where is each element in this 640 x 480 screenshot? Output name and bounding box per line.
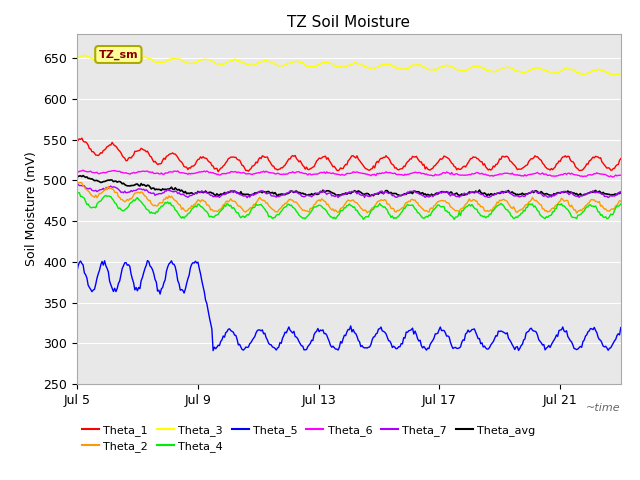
Theta_7 [74, 181, 82, 187]
Theta_5 [495, 328, 502, 334]
Theta_3 [493, 68, 501, 74]
Theta_1 [116, 148, 124, 154]
Theta_1 [617, 156, 625, 161]
Theta_4 [388, 213, 396, 219]
Theta_2 [452, 208, 460, 214]
Theta_2 [77, 180, 84, 185]
Theta_5 [209, 348, 217, 353]
Theta_avg [453, 190, 461, 196]
Theta_7 [574, 193, 582, 199]
Theta_7 [116, 188, 124, 193]
Theta_2 [504, 201, 512, 207]
Theta_2 [574, 208, 582, 214]
Theta_avg [495, 190, 502, 196]
Theta_5 [391, 345, 399, 350]
Theta_6 [617, 172, 625, 178]
Theta_1 [453, 167, 461, 173]
Theta_7 [73, 183, 81, 189]
Theta_7 [453, 194, 461, 200]
Theta_2 [573, 210, 580, 216]
Theta_7 [617, 189, 625, 195]
Legend: Theta_1, Theta_2, Theta_3, Theta_4, Theta_5, Theta_6, Theta_7, Theta_avg: Theta_1, Theta_2, Theta_3, Theta_4, Thet… [83, 425, 535, 452]
Text: TZ_sm: TZ_sm [99, 49, 138, 60]
Theta_6 [390, 171, 397, 177]
Theta_3 [573, 70, 580, 76]
Theta_3 [452, 66, 460, 72]
Theta_1 [506, 158, 513, 164]
Theta_6 [73, 169, 81, 175]
Line: Theta_7: Theta_7 [77, 184, 621, 198]
Theta_4 [451, 216, 458, 222]
Theta_avg [73, 173, 81, 179]
Theta_1 [78, 135, 86, 141]
Theta_7 [391, 194, 399, 200]
Theta_3 [73, 55, 81, 61]
Theta_4 [493, 203, 501, 209]
Theta_6 [493, 172, 501, 178]
Theta_4 [617, 201, 625, 207]
Theta_2 [116, 194, 124, 200]
Line: Theta_5: Theta_5 [77, 261, 621, 350]
Theta_1 [391, 165, 399, 171]
Text: ~time: ~time [586, 403, 621, 413]
Theta_avg [617, 190, 625, 195]
Theta_6 [452, 171, 460, 177]
Theta_2 [390, 206, 397, 212]
Theta_avg [390, 191, 397, 196]
Theta_5 [73, 270, 81, 276]
Theta_5 [453, 346, 461, 351]
Theta_5 [143, 258, 151, 264]
Theta_3 [611, 72, 618, 78]
Theta_6 [609, 174, 617, 180]
Theta_5 [115, 280, 122, 286]
Theta_avg [116, 179, 124, 184]
Line: Theta_avg: Theta_avg [77, 176, 621, 196]
Theta_avg [506, 190, 513, 196]
Theta_2 [493, 199, 501, 205]
Theta_5 [617, 324, 625, 330]
Theta_1 [214, 169, 222, 175]
Theta_1 [574, 166, 582, 172]
Line: Theta_4: Theta_4 [77, 192, 621, 219]
Theta_2 [617, 198, 625, 204]
Theta_3 [504, 64, 512, 70]
Theta_6 [573, 172, 580, 178]
Line: Theta_6: Theta_6 [77, 170, 621, 177]
Theta_4 [504, 208, 512, 214]
Theta_3 [390, 63, 397, 69]
Theta_6 [79, 168, 87, 173]
Theta_7 [506, 190, 513, 195]
Title: TZ Soil Moisture: TZ Soil Moisture [287, 15, 410, 30]
Line: Theta_1: Theta_1 [77, 138, 621, 172]
Theta_3 [617, 71, 625, 76]
Theta_4 [452, 214, 460, 220]
Theta_1 [495, 159, 502, 165]
Theta_3 [116, 55, 124, 60]
Theta_4 [115, 206, 122, 212]
Theta_5 [574, 346, 582, 352]
Theta_7 [495, 190, 502, 196]
Y-axis label: Soil Moisture (mV): Soil Moisture (mV) [24, 151, 38, 266]
Theta_avg [79, 173, 87, 179]
Line: Theta_2: Theta_2 [77, 182, 621, 213]
Theta_2 [73, 181, 81, 187]
Theta_1 [73, 140, 81, 145]
Theta_avg [574, 192, 582, 198]
Theta_4 [573, 216, 580, 221]
Line: Theta_3: Theta_3 [77, 55, 621, 75]
Theta_4 [73, 190, 81, 195]
Theta_6 [504, 171, 512, 177]
Theta_avg [426, 193, 434, 199]
Theta_5 [506, 337, 513, 343]
Theta_7 [243, 195, 251, 201]
Theta_3 [81, 52, 88, 58]
Theta_6 [116, 168, 124, 174]
